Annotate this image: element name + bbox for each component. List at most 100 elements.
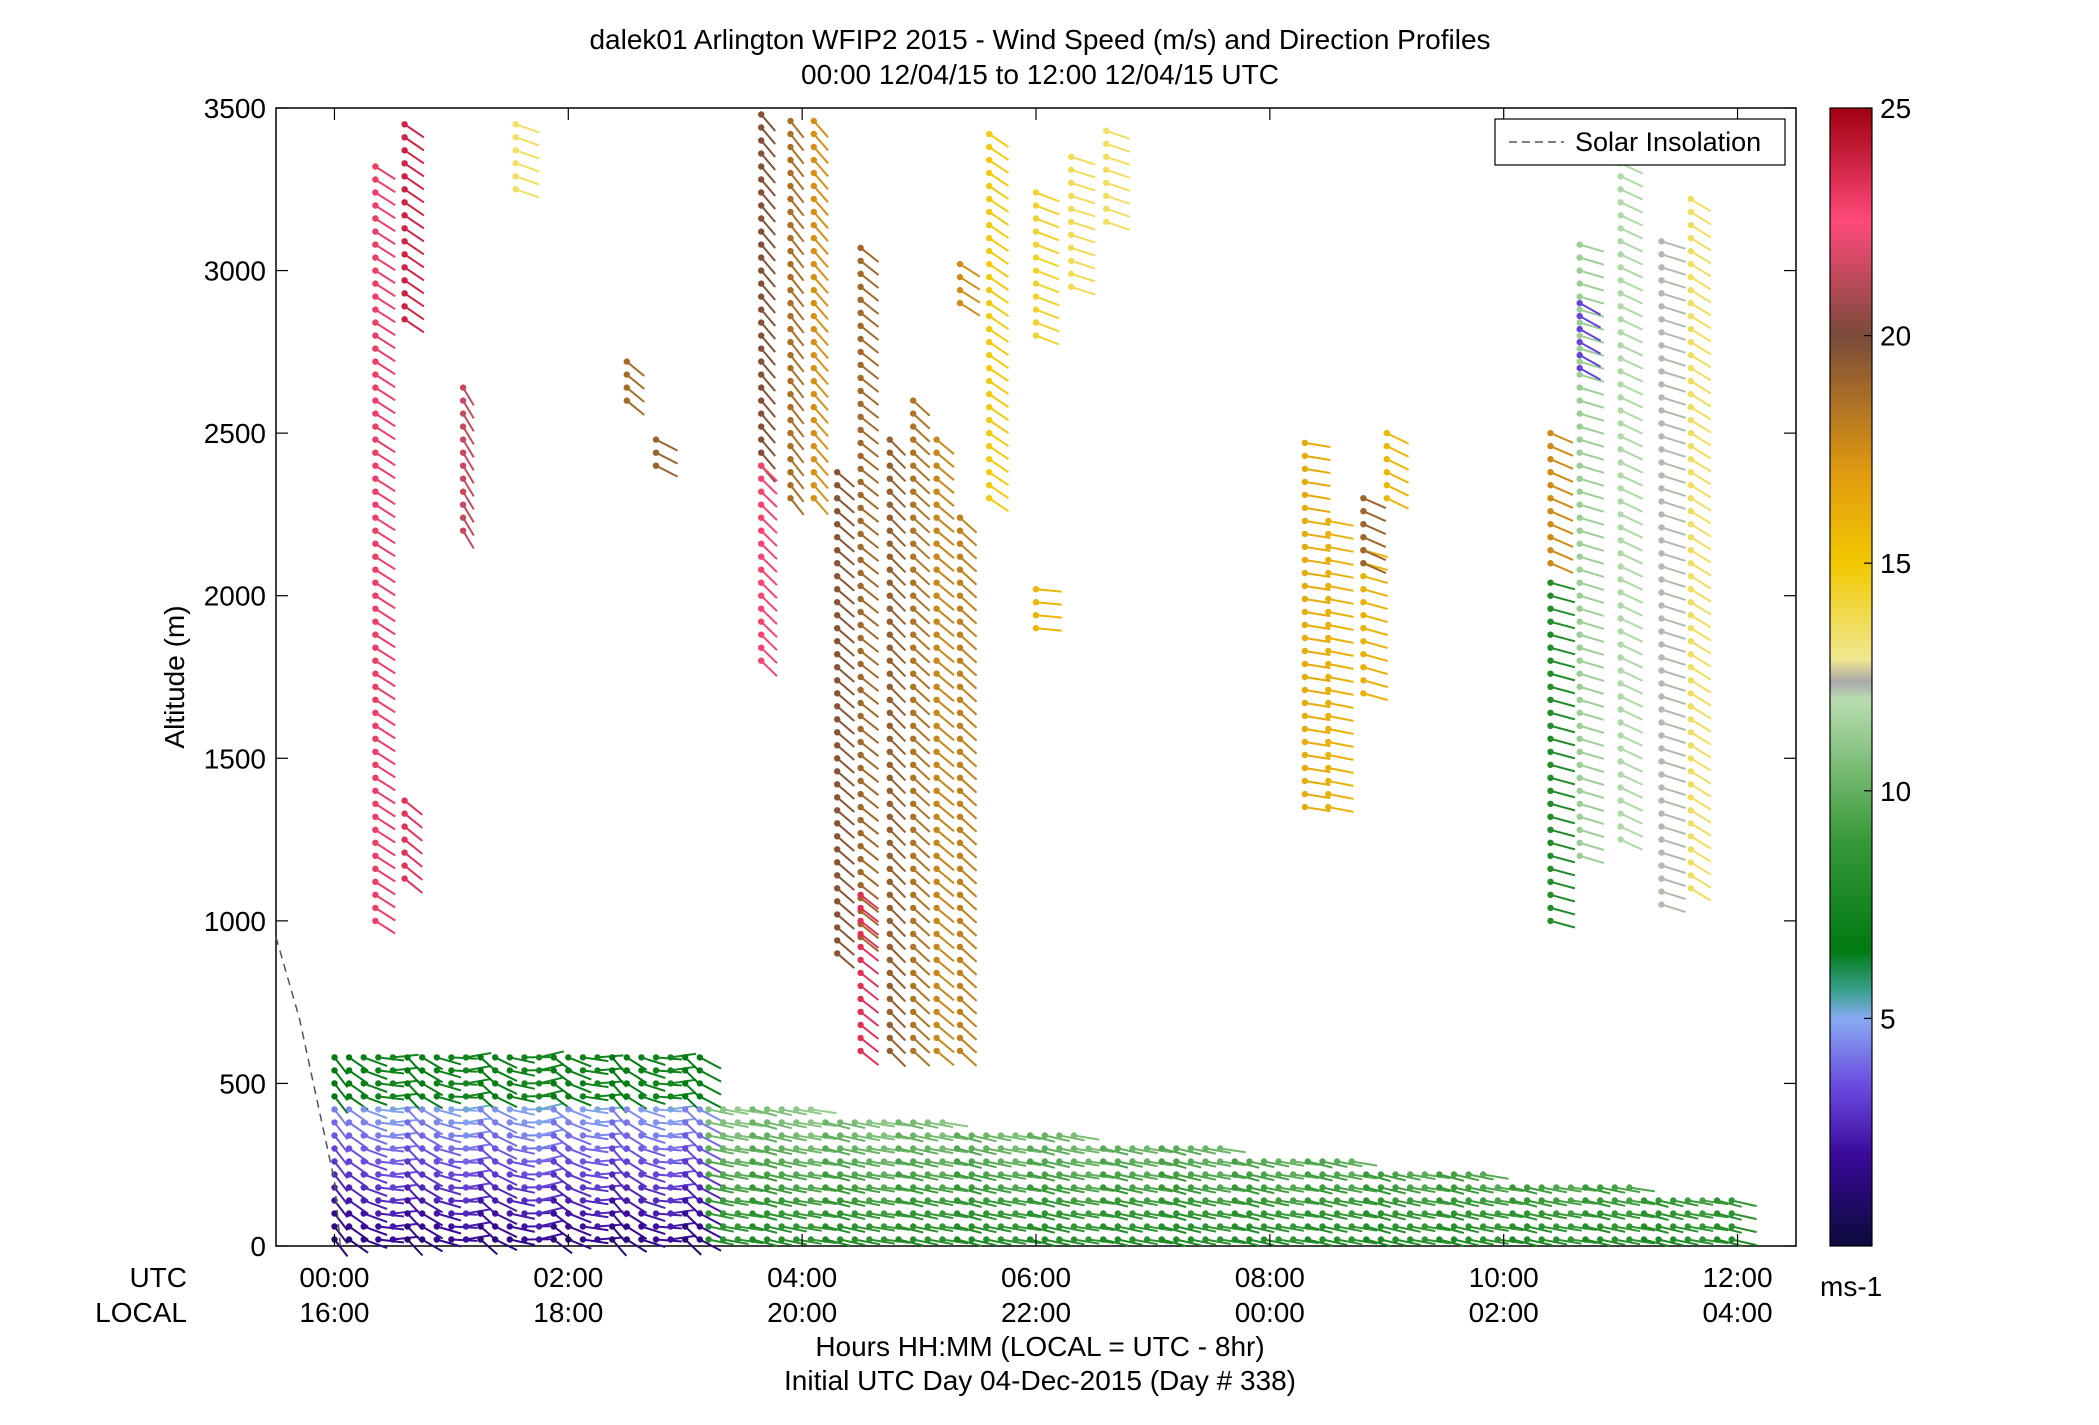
wind-barb-shaft (494, 1082, 518, 1095)
wind-barb-point (1085, 1145, 1092, 1152)
wind-barb-point (763, 1171, 771, 1178)
wind-barb-point (1275, 1158, 1282, 1165)
wind-barb-shaft (436, 1069, 462, 1079)
wind-barb-point (857, 816, 864, 824)
wind-barb-shaft (935, 790, 955, 807)
wind-barb-point (1304, 1184, 1312, 1191)
wind-barb-shaft (988, 458, 1010, 474)
wind-barb-shaft (1579, 633, 1605, 643)
wind-barb-point (1363, 1171, 1370, 1178)
wind-barb-point (477, 1171, 484, 1178)
wind-barb-point (1687, 456, 1695, 463)
wind-barb-point (1626, 1223, 1633, 1230)
wind-barb-point (1032, 293, 1040, 300)
wind-barb-point (983, 1171, 990, 1178)
wind-barb-point (834, 690, 841, 697)
wind-barb-point (810, 208, 817, 216)
wind-barb-shaft (553, 1238, 573, 1255)
wind-barb-shaft (789, 185, 805, 204)
wind-barb-point (1582, 1197, 1589, 1204)
wind-barb-shaft (836, 900, 855, 917)
wind-barb-point (933, 709, 940, 716)
wind-barb-point (623, 397, 630, 404)
wind-barb-shaft (1363, 614, 1388, 624)
wind-barb-point (822, 1223, 829, 1230)
wind-barb-point (1658, 407, 1665, 414)
wind-barb-shaft (699, 1212, 722, 1226)
wind-barb-point (375, 1171, 382, 1178)
wind-barb-point (910, 1021, 917, 1029)
wind-barb-shaft (959, 920, 978, 937)
wind-barb-shaft (959, 542, 978, 560)
wind-barb-point (1129, 1158, 1136, 1165)
wind-barb-point (535, 1210, 543, 1217)
wind-barb-point (1658, 355, 1665, 362)
wind-barb-shaft (1620, 799, 1644, 812)
wind-barb-point (834, 664, 841, 671)
wind-barb-shaft (333, 1108, 349, 1127)
wind-barb-shaft (1550, 445, 1574, 457)
wind-barb-shaft (1453, 1199, 1480, 1208)
wind-barb-point (594, 1171, 601, 1178)
wind-barb-shaft (641, 1199, 666, 1210)
wind-barb-shaft (760, 452, 776, 470)
wind-barb-shaft (515, 162, 540, 173)
wind-barb-shaft (752, 1186, 778, 1195)
wind-barb-point (1325, 634, 1332, 642)
wind-barb-shaft (1579, 347, 1605, 357)
wind-barb-point (521, 1223, 528, 1230)
wind-barb-shaft (912, 594, 931, 612)
wind-barb-shaft (971, 1225, 997, 1234)
wind-barb-point (834, 950, 841, 957)
wind-barb-shaft (1362, 523, 1387, 536)
wind-barb-shaft (1070, 285, 1096, 296)
wind-barb-point (986, 325, 993, 333)
wind-barb-shaft (813, 354, 829, 373)
wind-barb-shaft (1304, 806, 1331, 813)
wind-barb-point (933, 1021, 940, 1029)
wind-barb-point (968, 1197, 975, 1204)
wind-barb-point (956, 826, 964, 833)
wind-barb-point (1687, 547, 1695, 554)
wind-barb-point (857, 426, 864, 434)
wind-barb-point (857, 842, 864, 850)
wind-barb-point (696, 1054, 703, 1061)
wind-barb-point (734, 1145, 741, 1152)
wind-barb-point (1360, 651, 1367, 658)
wind-barb-shaft (1035, 601, 1062, 606)
wind-barb-point (433, 1132, 440, 1139)
wind-barb-point (638, 1184, 645, 1191)
wind-barb-point (857, 982, 864, 990)
wind-barb-shaft (333, 1225, 349, 1245)
wind-barb-shaft (912, 581, 931, 599)
wind-barb-point (682, 1197, 689, 1204)
wind-barb-point (1687, 703, 1695, 710)
wind-barb-shaft (889, 868, 907, 886)
wind-barb-shaft (760, 256, 776, 275)
wind-barb-shaft (436, 1199, 462, 1209)
wind-barb-point (1301, 647, 1309, 655)
wind-barb-shaft (836, 913, 855, 930)
wind-barb-shaft (374, 607, 396, 623)
wind-barb-shaft (1035, 295, 1060, 307)
wind-barb-point (758, 293, 765, 300)
y-tick-label: 1500 (204, 743, 266, 774)
wind-barb-shaft (1550, 906, 1576, 916)
wind-barb-point (933, 657, 940, 664)
wind-barb-shaft (374, 516, 396, 532)
wind-barb-shaft (1690, 809, 1712, 824)
wind-barb-shaft (1161, 1238, 1187, 1248)
wind-barb-point (1301, 790, 1309, 798)
wind-barb-shaft (813, 289, 829, 308)
wind-barb-shaft (956, 1225, 982, 1234)
wind-barb-shaft (913, 1212, 939, 1220)
wind-barb-point (810, 442, 817, 450)
wind-barb-point (758, 644, 765, 651)
wind-barb-point (749, 1119, 756, 1126)
wind-barb-shaft (1328, 702, 1354, 709)
wind-barb-shaft (1044, 1160, 1070, 1169)
wind-barb-point (594, 1184, 601, 1191)
wind-barb-point (734, 1158, 741, 1165)
wind-barb-point (535, 1223, 543, 1230)
wind-barb-point (1158, 1145, 1165, 1152)
